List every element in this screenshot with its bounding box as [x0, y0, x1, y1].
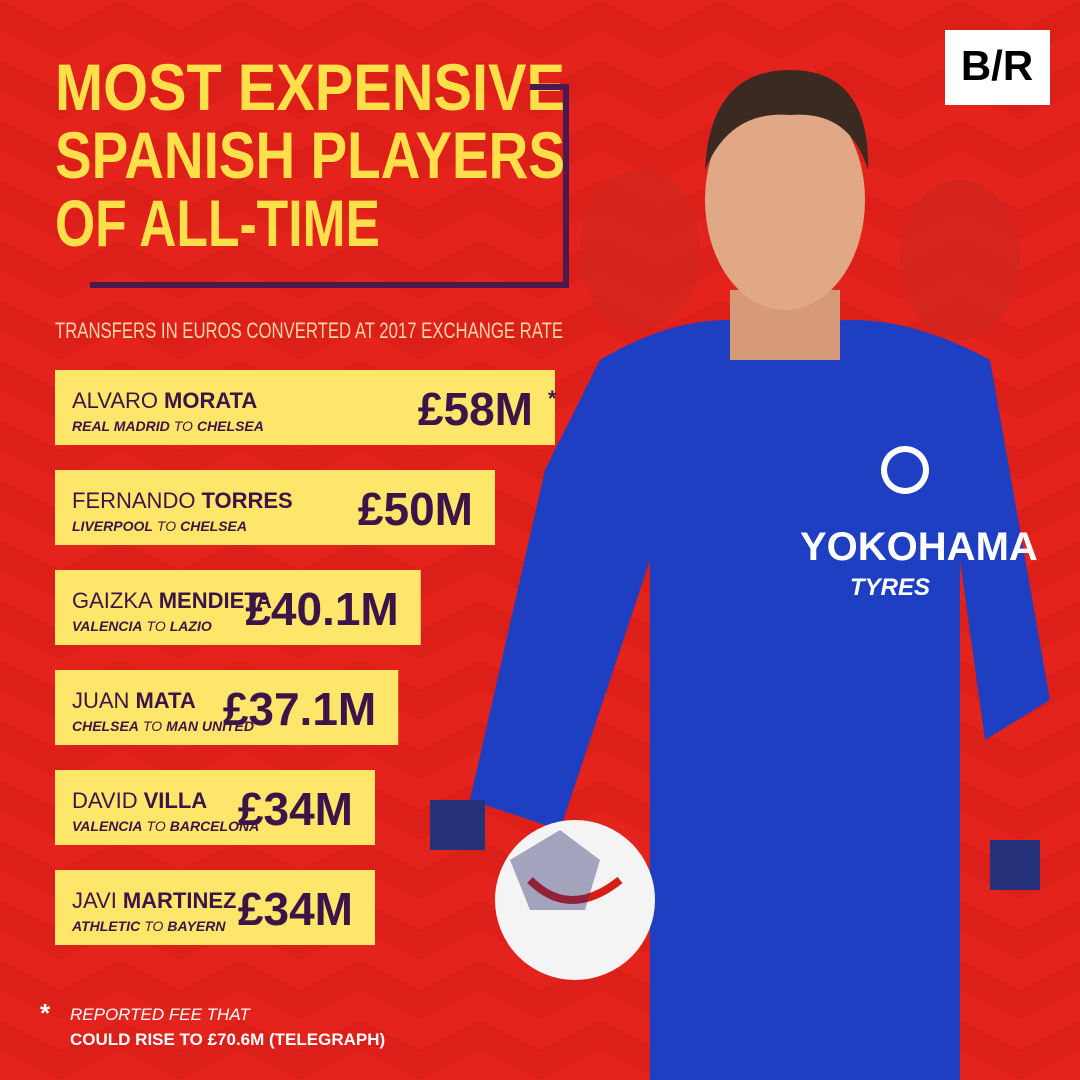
title-line: SPANISH PLAYERS: [55, 118, 565, 192]
connector: TO: [147, 818, 166, 834]
to-club: BARCELONA: [170, 818, 259, 834]
from-club: ATHLETIC: [71, 918, 141, 934]
svg-text:TYRES: TYRES: [850, 574, 930, 601]
connector: TO: [143, 718, 162, 734]
value-label: £50M: [358, 483, 473, 535]
to-club: BAYERN: [167, 918, 226, 934]
logo-box: [945, 30, 1050, 105]
last-name: MORATA: [164, 388, 257, 413]
transfer: REAL MADRID TO CHELSEA: [72, 418, 264, 434]
footnote: COULD RISE TO £70.6M (TELEGRAPH): [70, 1030, 385, 1049]
player-name: JAVI MARTINEZ: [72, 888, 236, 913]
first-name: JAVI: [72, 888, 117, 913]
transfer: ATHLETIC TO BAYERN: [71, 918, 226, 934]
from-club: CHELSEA: [72, 718, 139, 734]
subtitle: TRANSFERS IN EUROS CONVERTED AT 2017 EXC…: [55, 318, 563, 343]
to-club: LAZIO: [170, 618, 212, 634]
first-name: JUAN: [72, 688, 129, 713]
bar: [55, 870, 375, 945]
bar: [55, 470, 495, 545]
value-label: £37.1M: [223, 683, 376, 735]
to-club: CHELSEA: [180, 518, 247, 534]
from-club: VALENCIA: [72, 618, 143, 634]
logo: B/R: [961, 42, 1033, 89]
transfer: CHELSEA TO MAN UNITED: [72, 718, 254, 734]
value-label: £58M: [418, 383, 533, 435]
value-label: £34M: [238, 883, 353, 935]
connector: TO: [147, 618, 166, 634]
player-name: GAIZKA MENDIETA: [72, 588, 272, 613]
footnote-marker: *: [548, 386, 557, 411]
footnote: REPORTED FEE THAT: [70, 1005, 251, 1024]
transfer: LIVERPOOL TO CHELSEA: [72, 518, 247, 534]
first-name: FERNANDO: [72, 488, 195, 513]
bar: [55, 670, 399, 745]
transfer: VALENCIA TO BARCELONA: [72, 818, 259, 834]
to-club: MAN UNITED: [166, 718, 254, 734]
last-name: MARTINEZ: [123, 888, 237, 913]
transfer: VALENCIA TO LAZIO: [72, 618, 212, 634]
last-name: MENDIETA: [159, 588, 272, 613]
from-club: LIVERPOOL: [72, 518, 153, 534]
svg-text:YOKOHAMA: YOKOHAMA: [800, 525, 1038, 569]
bar: [55, 570, 421, 645]
player-name: JUAN MATA: [72, 688, 196, 713]
last-name: MATA: [135, 688, 195, 713]
connector: TO: [157, 518, 176, 534]
title-line: OF ALL-TIME: [55, 186, 380, 260]
player-name: DAVID VILLA: [72, 788, 207, 813]
first-name: DAVID: [72, 788, 138, 813]
value-label: £40.1M: [245, 583, 398, 635]
title-line: MOST EXPENSIVE: [55, 50, 565, 124]
from-club: VALENCIA: [72, 818, 143, 834]
first-name: ALVARO: [72, 388, 158, 413]
bar: [55, 770, 375, 845]
title-bracket: [90, 84, 569, 288]
player-photo: YOKOHAMA TYRES: [430, 70, 1050, 1080]
player-name: FERNANDO TORRES: [72, 488, 293, 513]
last-name: TORRES: [201, 488, 292, 513]
player-name: ALVARO MORATA: [72, 388, 257, 413]
connector: TO: [174, 418, 193, 434]
footnote-marker: *: [40, 998, 51, 1028]
value-label: £34M: [238, 783, 353, 835]
last-name: VILLA: [144, 788, 208, 813]
from-club: REAL MADRID: [72, 418, 170, 434]
first-name: GAIZKA: [72, 588, 153, 613]
connector: TO: [144, 918, 163, 934]
to-club: CHELSEA: [197, 418, 264, 434]
bar: [55, 370, 555, 445]
